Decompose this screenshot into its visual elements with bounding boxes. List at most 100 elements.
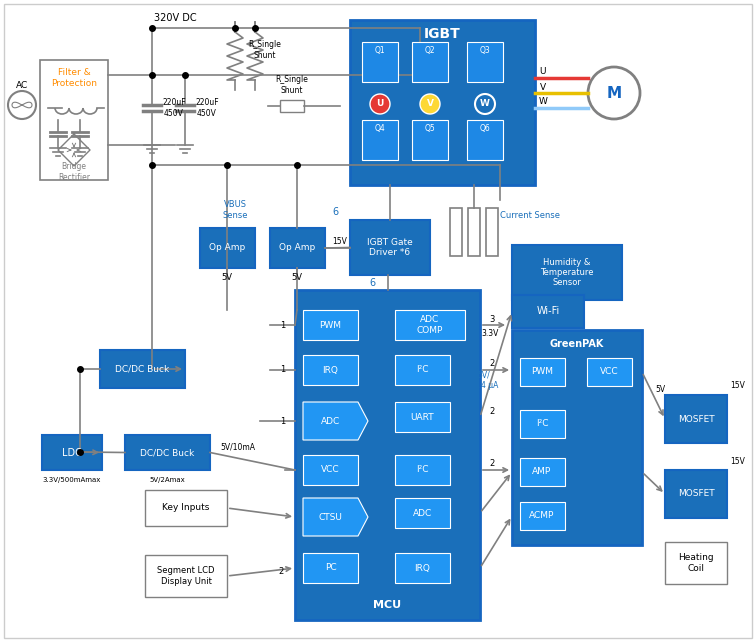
Text: AMP: AMP (532, 467, 552, 476)
Text: 5V: 5V (222, 273, 233, 282)
Text: Current Sense: Current Sense (500, 211, 560, 220)
Bar (520, 410, 565, 438)
Bar (350, 20, 535, 185)
Bar (450, 208, 462, 256)
Bar (303, 310, 358, 340)
Text: Humidity &
Temperature
Sensor: Humidity & Temperature Sensor (541, 257, 593, 288)
Text: 6: 6 (369, 278, 375, 288)
Text: 5V/2Amax: 5V/2Amax (150, 477, 185, 483)
Text: ACMP: ACMP (529, 512, 555, 521)
Bar (270, 228, 325, 268)
Bar (467, 120, 503, 160)
Text: DC/DC Buck: DC/DC Buck (141, 448, 194, 457)
Bar (520, 502, 565, 530)
Text: Q5: Q5 (425, 123, 435, 132)
Text: Bridge
Rectifier: Bridge Rectifier (58, 162, 90, 182)
Bar (520, 358, 565, 386)
Text: IGBT: IGBT (424, 27, 461, 41)
Text: Q6: Q6 (479, 123, 491, 132)
Text: 2: 2 (278, 566, 284, 575)
Bar (512, 245, 622, 300)
Text: 1: 1 (280, 417, 286, 426)
Text: U: U (540, 67, 547, 76)
Bar (200, 228, 255, 268)
Bar (395, 455, 450, 485)
Text: 2: 2 (489, 406, 494, 415)
Text: 15V: 15V (730, 381, 745, 390)
Text: 5V: 5V (292, 273, 302, 282)
Text: 15V: 15V (730, 458, 745, 467)
Text: VBUS
Sense: VBUS Sense (222, 200, 248, 220)
Bar (412, 120, 448, 160)
Bar (395, 553, 450, 583)
Bar (520, 458, 565, 486)
Text: PWM: PWM (531, 367, 553, 376)
Text: Op Amp: Op Amp (209, 243, 245, 252)
Text: VCC: VCC (600, 367, 618, 376)
Text: 220uF
450V: 220uF 450V (195, 98, 218, 117)
Bar (145, 555, 227, 597)
Text: R_Single
Shunt: R_Single Shunt (276, 75, 308, 95)
Text: ADC: ADC (321, 417, 340, 426)
Bar (395, 498, 450, 528)
Bar (362, 42, 398, 82)
Text: PWM: PWM (320, 320, 342, 329)
Text: ADC: ADC (413, 508, 432, 517)
Text: LDO: LDO (62, 447, 82, 458)
Bar (665, 542, 727, 584)
Text: I²C: I²C (417, 465, 429, 474)
Text: IGBT Gate
Driver *6: IGBT Gate Driver *6 (367, 238, 413, 257)
Bar (295, 290, 480, 620)
Text: GreenPAK: GreenPAK (550, 339, 604, 349)
Bar (42, 435, 102, 470)
Text: I²C: I²C (417, 365, 429, 374)
Text: Op Amp: Op Amp (279, 243, 315, 252)
Text: 5V/
24.4 μA: 5V/ 24.4 μA (469, 370, 499, 390)
Text: AC: AC (16, 80, 28, 89)
Text: ADC
COMP: ADC COMP (417, 315, 443, 334)
Text: PC: PC (324, 564, 336, 573)
Polygon shape (303, 498, 368, 536)
Bar (280, 100, 304, 112)
Text: Q2: Q2 (425, 46, 435, 55)
Polygon shape (303, 402, 368, 440)
Text: Q1: Q1 (375, 46, 386, 55)
Text: M: M (606, 85, 621, 101)
Bar (468, 208, 480, 256)
Text: MCU: MCU (373, 600, 401, 610)
Text: 320V DC: 320V DC (153, 13, 197, 23)
Bar (395, 402, 450, 432)
Text: 5V/10mA: 5V/10mA (221, 442, 256, 451)
Text: R_Single
Shunt: R_Single Shunt (249, 40, 281, 60)
Text: IRQ: IRQ (414, 564, 430, 573)
Bar (303, 355, 358, 385)
Text: 220uF
450V: 220uF 450V (163, 98, 186, 117)
Bar (512, 295, 584, 328)
Bar (303, 553, 358, 583)
Text: Wi-Fi: Wi-Fi (536, 306, 559, 317)
Text: I²C: I²C (536, 419, 548, 428)
Bar (350, 220, 430, 275)
Text: 3: 3 (489, 315, 494, 324)
Bar (587, 358, 632, 386)
Text: 3.3V: 3.3V (482, 329, 499, 338)
Text: MOSFET: MOSFET (677, 415, 714, 424)
Text: Filter &
Protection: Filter & Protection (51, 68, 97, 88)
Text: 3.3V/500mAmax: 3.3V/500mAmax (43, 477, 101, 483)
Bar (395, 355, 450, 385)
Text: Q4: Q4 (375, 123, 386, 132)
Text: CTSU: CTSU (318, 512, 342, 521)
Bar (303, 455, 358, 485)
Text: W: W (480, 100, 490, 108)
Bar (40, 60, 108, 180)
Text: UART: UART (411, 413, 434, 422)
Bar (412, 42, 448, 82)
Bar (362, 120, 398, 160)
Bar (665, 470, 727, 518)
Text: VCC: VCC (321, 465, 339, 474)
Text: 2: 2 (489, 360, 494, 369)
Text: MOSFET: MOSFET (677, 489, 714, 498)
Text: IRQ: IRQ (323, 365, 339, 374)
Bar (125, 435, 210, 470)
Bar (467, 42, 503, 82)
